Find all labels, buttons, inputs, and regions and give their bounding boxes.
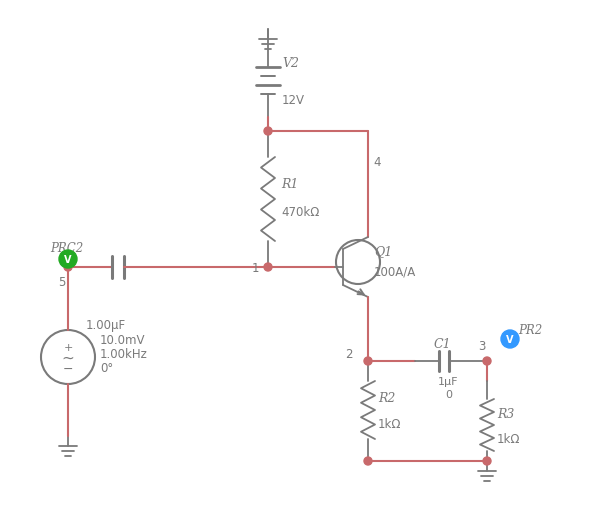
Circle shape xyxy=(64,264,72,271)
Text: −: − xyxy=(63,362,73,375)
Text: 1μF: 1μF xyxy=(438,376,459,386)
Text: PRC2: PRC2 xyxy=(50,241,83,254)
Text: R3: R3 xyxy=(497,408,514,420)
Text: V: V xyxy=(506,334,514,344)
Circle shape xyxy=(59,250,77,268)
Text: 3: 3 xyxy=(478,339,485,352)
Text: 10.0mV: 10.0mV xyxy=(100,334,146,347)
Circle shape xyxy=(364,457,372,465)
Circle shape xyxy=(264,128,272,136)
Text: V: V xyxy=(64,254,72,265)
Text: 100A/A: 100A/A xyxy=(374,265,416,278)
Text: +: + xyxy=(63,343,73,352)
Circle shape xyxy=(483,357,491,365)
Text: 1: 1 xyxy=(252,261,259,274)
Circle shape xyxy=(364,357,372,365)
Text: 2: 2 xyxy=(345,348,353,361)
Text: 0: 0 xyxy=(445,389,452,399)
Text: Q1: Q1 xyxy=(374,245,393,258)
Text: V2: V2 xyxy=(282,56,299,69)
Circle shape xyxy=(483,457,491,465)
Text: 12V: 12V xyxy=(282,93,305,106)
Text: R2: R2 xyxy=(378,391,396,404)
Text: PR2: PR2 xyxy=(518,323,542,336)
Text: 0°: 0° xyxy=(100,362,113,375)
Text: ~: ~ xyxy=(61,350,75,365)
Text: 1kΩ: 1kΩ xyxy=(378,418,402,431)
Text: R1: R1 xyxy=(281,178,299,191)
Text: 1kΩ: 1kΩ xyxy=(497,433,521,445)
Text: 5: 5 xyxy=(58,276,66,289)
Text: 1.00μF: 1.00μF xyxy=(86,319,126,332)
Circle shape xyxy=(264,264,272,271)
Text: 1.00kHz: 1.00kHz xyxy=(100,348,148,361)
Text: 470kΩ: 470kΩ xyxy=(281,206,320,219)
Text: 4: 4 xyxy=(373,155,380,168)
Text: C1: C1 xyxy=(434,337,452,350)
Circle shape xyxy=(501,330,519,348)
